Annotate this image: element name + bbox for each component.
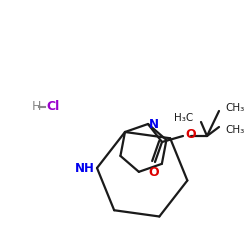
Text: H: H — [32, 100, 42, 114]
Text: NH: NH — [75, 162, 95, 174]
Text: CH₃: CH₃ — [225, 125, 244, 135]
Text: CH₃: CH₃ — [225, 103, 244, 113]
Text: N: N — [149, 118, 159, 132]
Text: O: O — [149, 166, 159, 178]
Text: Cl: Cl — [46, 100, 59, 114]
Text: H₃C: H₃C — [174, 113, 193, 123]
Text: O: O — [185, 128, 196, 141]
